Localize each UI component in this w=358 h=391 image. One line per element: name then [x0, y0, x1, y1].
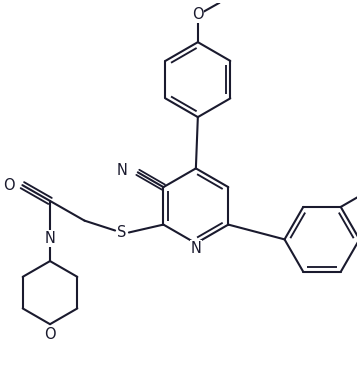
- Text: N: N: [190, 241, 201, 256]
- Text: S: S: [117, 225, 127, 240]
- Text: O: O: [192, 7, 204, 22]
- Text: N: N: [45, 231, 55, 246]
- Text: O: O: [44, 326, 56, 342]
- Text: N: N: [117, 163, 128, 178]
- Text: O: O: [3, 178, 15, 193]
